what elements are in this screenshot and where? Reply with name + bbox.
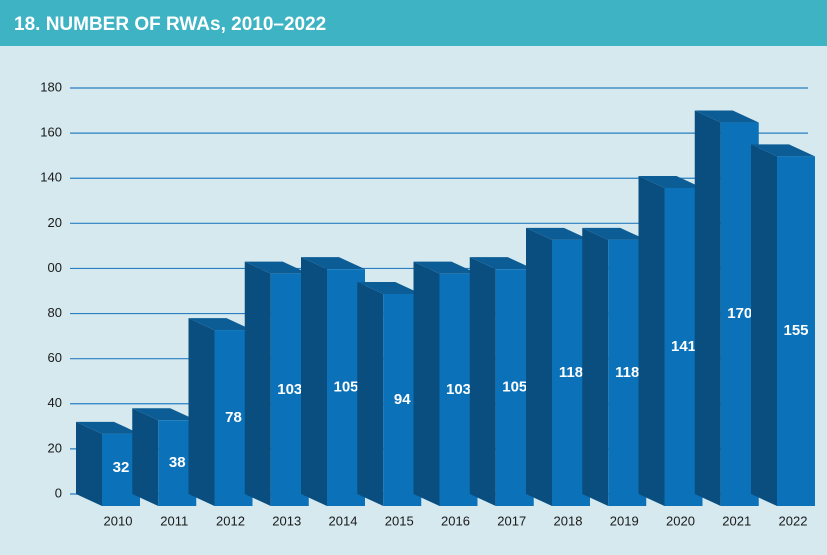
bar-side: [301, 257, 327, 506]
bar-top: [132, 408, 197, 421]
bar-side: [582, 227, 609, 506]
y-tick-label: 140: [40, 170, 62, 185]
bar-side: [188, 318, 215, 506]
bar-top: [638, 175, 703, 188]
bar-front: [777, 156, 815, 506]
x-tick-label: 2021: [722, 513, 751, 528]
bar-side: [751, 144, 777, 506]
bar-top: [188, 318, 253, 331]
value-label: 155: [783, 322, 808, 339]
bar-side: [244, 261, 271, 506]
bar: [76, 421, 140, 506]
x-tick-label: 2017: [497, 513, 526, 528]
bar-side: [469, 257, 496, 506]
y-tick-label: 40: [48, 395, 62, 410]
bar-side: [526, 227, 552, 506]
title-bar: [0, 0, 827, 46]
value-label: 105: [333, 379, 358, 396]
bar-top: [469, 257, 534, 270]
x-tick-label: 2019: [610, 513, 639, 528]
bar: [132, 408, 197, 506]
value-label: 38: [169, 454, 186, 471]
x-tick-label: 2020: [666, 513, 695, 528]
value-label: 105: [502, 379, 527, 396]
value-label: 32: [113, 459, 130, 476]
bar: [751, 144, 815, 506]
y-tick-label: 0: [55, 485, 62, 500]
bar-top: [413, 261, 478, 274]
value-label: 103: [277, 381, 302, 398]
y-tick-label: 20: [48, 215, 62, 230]
bar-top: [582, 227, 647, 240]
bar-side: [413, 261, 440, 506]
x-tick-label: 2016: [441, 513, 470, 528]
x-tick-label: 2010: [104, 513, 133, 528]
bar-top: [357, 281, 422, 294]
value-label: 141: [671, 338, 696, 355]
bar-top: [526, 227, 590, 240]
bar-side: [132, 408, 159, 506]
bar-top: [244, 261, 309, 274]
x-tick-label: 2013: [272, 513, 301, 528]
y-tick-label: 60: [48, 350, 62, 365]
x-tick-label: 2022: [779, 513, 808, 528]
y-tick-label: 160: [40, 125, 62, 140]
value-label: 103: [446, 381, 471, 398]
y-tick-label: 80: [48, 305, 62, 320]
value-label: 118: [615, 364, 639, 381]
y-tick-label: 180: [40, 79, 62, 94]
value-label: 78: [225, 409, 242, 426]
bar-top: [301, 257, 365, 270]
bar-top: [694, 110, 759, 123]
x-tick-label: 2018: [554, 513, 583, 528]
bar-side: [694, 110, 721, 507]
y-tick-label: 00: [48, 260, 62, 275]
bar-side: [76, 421, 102, 506]
bar-top: [751, 144, 815, 157]
x-tick-label: 2014: [329, 513, 358, 528]
bar: [188, 318, 253, 506]
value-label: 118: [559, 364, 583, 381]
chart-title: 18. NUMBER OF RWAs, 2010–2022: [14, 14, 326, 35]
x-tick-label: 2011: [160, 513, 188, 528]
bar-side: [357, 281, 384, 506]
bar: [357, 281, 422, 506]
bar-top: [76, 421, 140, 434]
x-tick-label: 2012: [216, 513, 245, 528]
bar-side: [638, 175, 665, 506]
y-tick-label: 20: [48, 440, 62, 455]
x-tick-label: 2015: [385, 513, 414, 528]
value-label: 94: [394, 391, 411, 408]
value-label: 170: [727, 305, 752, 322]
